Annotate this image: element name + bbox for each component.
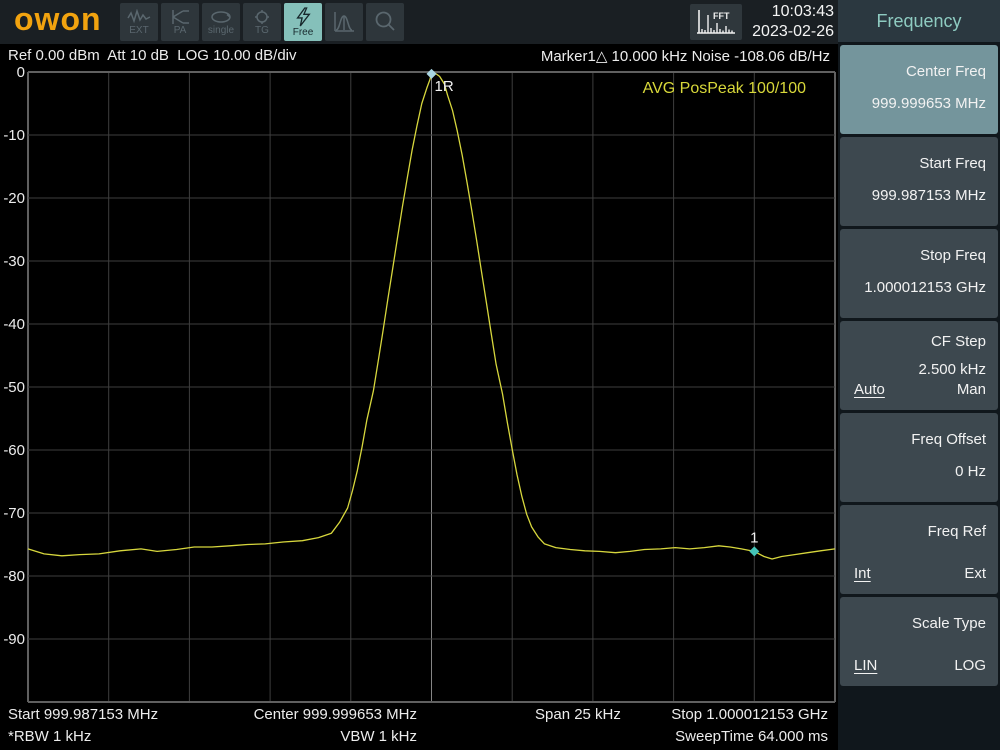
sweeptime-readout: SweepTime 64.000 ms: [675, 728, 828, 745]
date-display: 2023-02-26: [752, 23, 834, 40]
option-int[interactable]: Int: [854, 565, 871, 582]
bw-readout-row: *RBW 1 kHz VBW 1 kHz SweepTime 64.000 ms: [0, 728, 838, 748]
freq-ref-toggle: Int Ext: [854, 565, 986, 582]
amplifier-icon: [168, 9, 192, 25]
marker-diamond-1: [749, 546, 760, 557]
marker-readout: Marker1△ 10.000 kHz Noise -108.06 dB/Hz: [540, 48, 830, 65]
fft-mode-badge[interactable]: FFT: [690, 4, 742, 40]
sidebar-menu: Frequency Center Freq 999.999653 MHz Sta…: [838, 0, 1000, 750]
toolbar-button-label: single: [207, 24, 235, 36]
start-freq-readout: Start 999.987153 MHz: [8, 706, 159, 723]
button-label: Stop Freq: [920, 247, 986, 264]
toolbar-button-label: TG: [255, 24, 269, 36]
scale-type-toggle: LIN LOG: [854, 657, 986, 674]
button-value: 999.987153 MHz: [871, 187, 986, 204]
y-axis-label: -80: [3, 568, 25, 585]
option-man[interactable]: Man: [956, 381, 986, 398]
button-label: Freq Offset: [911, 431, 986, 448]
toolbar-button-tg[interactable]: TG: [243, 3, 281, 41]
toolbar-button-single[interactable]: single: [202, 3, 240, 41]
vbw-readout: VBW 1 kHz: [340, 728, 417, 745]
marker-diamond-1R: [426, 68, 437, 79]
marker-label-1: 1: [750, 529, 758, 546]
sidebar-button-start-freq[interactable]: Start Freq 999.987153 MHz: [840, 137, 998, 226]
button-value: 2.500 kHz: [918, 361, 986, 378]
y-axis-label: -30: [3, 253, 25, 270]
marker-label-1R: 1R: [435, 78, 454, 95]
button-value: 0 Hz: [955, 463, 986, 480]
avg-pospeak-annotation: AVG PosPeak 100/100: [643, 80, 806, 97]
toolbar-button-trace[interactable]: [325, 3, 363, 41]
button-label: Center Freq: [905, 63, 986, 80]
toolbar-button-label: PA: [173, 24, 187, 36]
y-axis-label: -40: [3, 316, 25, 333]
sidebar-button-center-freq[interactable]: Center Freq 999.999653 MHz: [840, 45, 998, 134]
center-freq-readout: Center 999.999653 MHz: [253, 706, 417, 723]
toolbar-button-label: EXT: [129, 24, 149, 36]
toolbar-button-zoom[interactable]: [366, 3, 404, 41]
button-value: 1.000012153 GHz: [864, 279, 986, 296]
y-axis-label: -10: [3, 127, 25, 144]
sidebar-button-cf-step[interactable]: CF Step 2.500 kHz Auto Man: [840, 321, 998, 410]
spectrum-chart: 0 -10 -20 -30 -40 -50 -60 -70 -80 -90 1R 1 AVG Pos…: [3, 64, 836, 703]
chart-trace: [27, 72, 836, 560]
sidebar-button-stop-freq[interactable]: Stop Freq 1.000012153 GHz: [840, 229, 998, 318]
option-ext[interactable]: Ext: [964, 565, 986, 582]
y-axis-label: -50: [3, 379, 25, 396]
sidebar-button-freq-ref[interactable]: Freq Ref Int Ext: [840, 505, 998, 594]
zoom-magnifier-icon: [372, 9, 398, 35]
option-log[interactable]: LOG: [954, 657, 986, 674]
option-lin[interactable]: LIN: [854, 657, 878, 674]
sidebar-button-freq-offset[interactable]: Freq Offset 0 Hz: [840, 413, 998, 502]
option-auto[interactable]: Auto: [854, 381, 885, 398]
cf-step-mode-toggle: Auto Man: [854, 381, 986, 398]
chart-markers: 1R 1: [426, 68, 760, 557]
ref-att-log-readout: Ref 0.00 dBm Att 10 dB LOG 10.00 dB/div: [8, 47, 297, 64]
button-label: Freq Ref: [927, 523, 986, 540]
sidebar-title: Frequency: [838, 0, 1000, 42]
freq-readout-row: Start 999.987153 MHz Center 999.999653 M…: [0, 706, 838, 726]
button-label: Start Freq: [919, 155, 986, 172]
sidebar-button-scale-type[interactable]: Scale Type LIN LOG: [840, 597, 998, 686]
owon-logo: owon: [14, 1, 102, 37]
single-sweep-icon: [209, 9, 233, 25]
toolbar: EXT PA single: [120, 3, 404, 41]
tracking-generator-icon: [250, 9, 274, 25]
chart-grid: 0 -10 -20 -30 -40 -50 -60 -70 -80 -90: [3, 64, 836, 703]
y-axis-label: -70: [3, 505, 25, 522]
trace-curve-icon: [331, 9, 357, 35]
y-axis-label: 0: [17, 64, 25, 81]
toolbar-button-pa[interactable]: PA: [161, 3, 199, 41]
y-axis-label: -60: [3, 442, 25, 459]
button-label: CF Step: [930, 333, 986, 350]
fft-badge-label: FFT: [713, 11, 730, 21]
waveform-icon: [127, 8, 151, 25]
toolbar-button-free-run[interactable]: Free: [284, 3, 322, 41]
y-axis-label: -90: [3, 631, 25, 648]
free-run-lightning-icon: [294, 6, 312, 27]
button-value: 999.999653 MHz: [871, 95, 986, 112]
toolbar-button-label: Free: [292, 26, 314, 38]
y-axis-label: -20: [3, 190, 25, 207]
stop-freq-readout: Stop 1.000012153 GHz: [671, 706, 828, 723]
status-row: Ref 0.00 dBm Att 10 dB LOG 10.00 dB/div …: [0, 47, 838, 65]
spectrum-trace: [27, 72, 836, 560]
toolbar-button-ext[interactable]: EXT: [120, 3, 158, 41]
time-display: 10:03:43: [771, 3, 834, 20]
span-readout: Span 25 kHz: [535, 706, 621, 723]
rbw-readout: *RBW 1 kHz: [8, 728, 92, 745]
top-bar: owon EXT PA: [0, 0, 838, 44]
button-label: Scale Type: [912, 615, 986, 632]
clock: 10:03:43 2023-02-26: [752, 2, 834, 42]
